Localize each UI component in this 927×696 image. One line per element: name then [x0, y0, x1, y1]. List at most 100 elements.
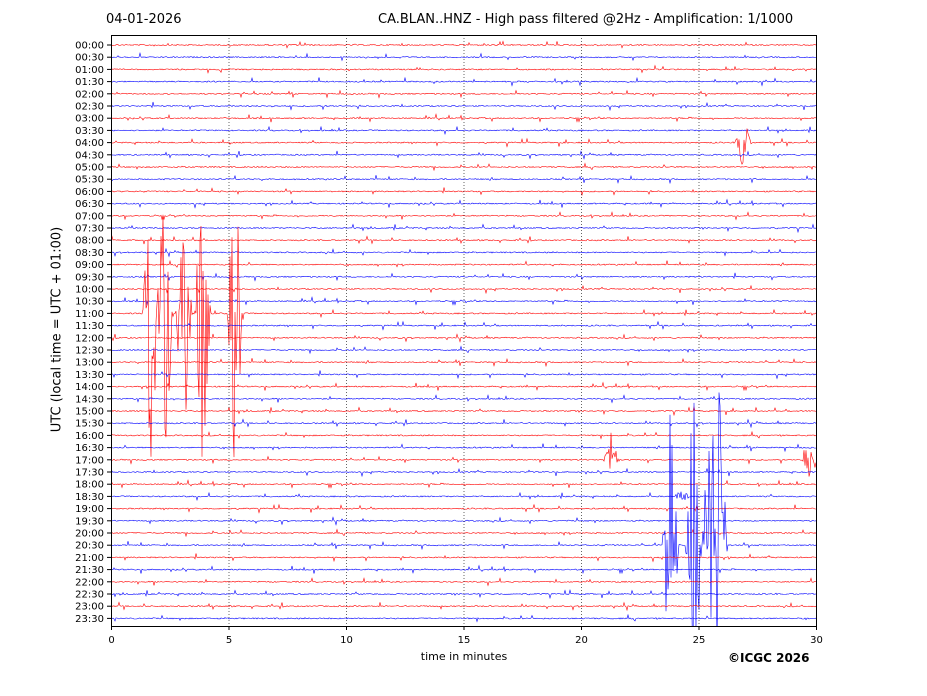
trace-1730: [111, 467, 816, 478]
row-label: 01:00: [75, 65, 104, 76]
copyright-label: ©ICGC 2026: [728, 651, 810, 665]
row-label: 14:00: [75, 382, 104, 393]
row-label: 07:00: [75, 211, 104, 222]
trace-0700: [111, 211, 816, 221]
trace-1030: [111, 296, 816, 306]
trace-1700: [111, 432, 816, 477]
date-label: 04-01-2026: [106, 12, 182, 27]
row-label: 21:30: [75, 565, 104, 576]
row-label: 10:30: [75, 297, 104, 308]
trace-1230: [111, 345, 816, 355]
trace-0330: [111, 125, 816, 136]
row-label: 06:30: [75, 199, 104, 210]
x-tick-label: 25: [693, 635, 706, 646]
trace-0530: [111, 174, 816, 185]
row-label: 03:00: [75, 114, 104, 125]
trace-0430: [111, 150, 816, 160]
trace-0830: [111, 247, 816, 258]
trace-1430: [111, 394, 816, 404]
row-label: 15:00: [75, 407, 104, 418]
trace-0400: [111, 128, 816, 165]
trace-1200: [111, 333, 816, 343]
trace-1830: [111, 491, 816, 502]
x-tick-label: 15: [458, 635, 471, 646]
trace-1500: [111, 406, 816, 417]
trace-0130: [111, 76, 816, 87]
trace-1930: [111, 516, 816, 526]
trace-2130: [111, 564, 816, 575]
trace-2100: [111, 553, 816, 563]
trace-2000: [111, 528, 816, 538]
x-tick-label: 20: [575, 635, 588, 646]
trace-group: [111, 40, 816, 626]
row-label: 13:30: [75, 370, 104, 381]
row-label: 20:00: [75, 529, 104, 540]
trace-1130: [111, 320, 816, 331]
trace-2330: [111, 613, 816, 623]
row-label: 07:30: [75, 224, 104, 235]
trace-0100: [111, 64, 816, 74]
row-label: 00:00: [75, 41, 104, 52]
grid-group: [228, 35, 700, 626]
row-label: 09:00: [75, 260, 104, 271]
row-label: 12:30: [75, 346, 104, 357]
trace-0230: [111, 101, 816, 112]
row-label: 06:00: [75, 187, 104, 198]
trace-1000: [111, 284, 816, 295]
row-label: 10:00: [75, 285, 104, 296]
trace-0200: [111, 89, 816, 99]
row-label: 04:30: [75, 150, 104, 161]
trace-1630: [111, 443, 816, 453]
trace-0600: [111, 187, 816, 197]
row-label: 18:00: [75, 480, 104, 491]
trace-0630: [111, 198, 816, 209]
row-label: 18:30: [75, 492, 104, 503]
row-label: 16:30: [75, 443, 104, 454]
x-tick-label: 0: [108, 635, 114, 646]
trace-0800: [111, 235, 816, 245]
row-label: 02:00: [75, 89, 104, 100]
row-label: 22:00: [75, 577, 104, 588]
row-label: 17:30: [75, 468, 104, 479]
row-label: 21:00: [75, 553, 104, 564]
row-label: 12:00: [75, 333, 104, 344]
row-label: 20:30: [75, 541, 104, 552]
trace-0030: [111, 52, 816, 62]
row-label: 05:00: [75, 163, 104, 174]
row-label: 14:30: [75, 394, 104, 405]
row-label: 00:30: [75, 53, 104, 64]
row-label: 02:30: [75, 102, 104, 113]
trace-1300: [111, 358, 816, 368]
trace-0000: [111, 40, 816, 49]
row-label: 03:30: [75, 126, 104, 137]
row-label: 17:00: [75, 455, 104, 466]
trace-2230: [111, 589, 816, 600]
row-label: 09:30: [75, 272, 104, 283]
row-label: 23:30: [75, 614, 104, 625]
row-label: 11:30: [75, 321, 104, 332]
x-tick-label: 30: [810, 635, 823, 646]
row-label: 08:00: [75, 236, 104, 247]
x-tick-label: 10: [340, 635, 353, 646]
row-label: 23:00: [75, 602, 104, 613]
chart-title: CA.BLAN..HNZ - High pass filtered @2Hz -…: [378, 12, 794, 27]
trace-2300: [111, 601, 816, 612]
x-tick-label: 5: [226, 635, 232, 646]
trace-1400: [111, 381, 816, 392]
row-label: 15:30: [75, 419, 104, 430]
x-ticks: 0 5 10 15 20 25 30: [108, 626, 823, 646]
trace-2030: [111, 392, 816, 626]
trace-0930: [111, 272, 816, 282]
trace-1600: [111, 430, 816, 440]
trace-1100: [111, 216, 816, 458]
trace-1330: [111, 370, 816, 380]
plot-frame: [111, 35, 817, 627]
trace-1530: [111, 418, 816, 429]
trace-0900: [111, 259, 816, 268]
row-label: 01:30: [75, 77, 104, 88]
y-axis-label: UTC (local time = UTC + 01:00): [49, 226, 65, 433]
row-label: 11:00: [75, 309, 104, 320]
trace-0300: [111, 113, 816, 123]
